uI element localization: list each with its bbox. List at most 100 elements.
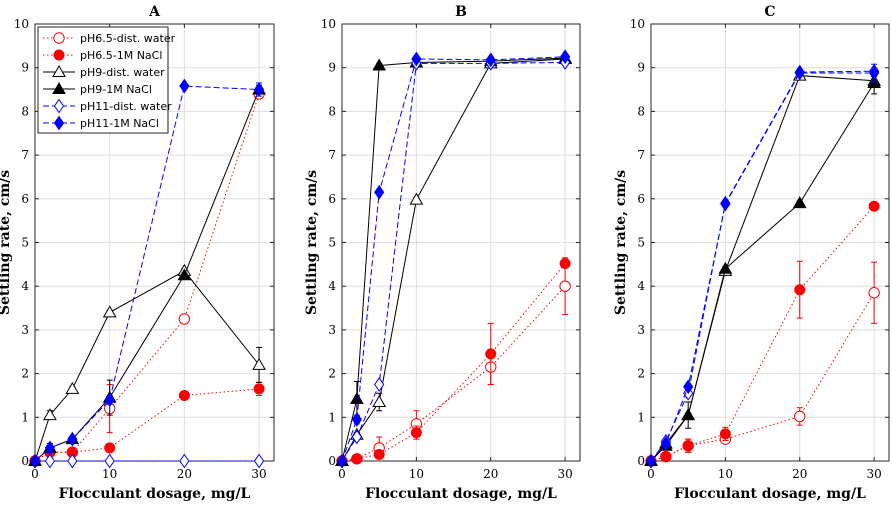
series-ph9-1m-nacl	[644, 71, 881, 466]
series-ph6-5-1m-nacl	[336, 257, 571, 467]
series-line	[34, 270, 260, 462]
series-line	[650, 292, 875, 462]
series-ph11-1m-nacl	[336, 49, 571, 469]
y-tick-label: 7	[328, 148, 336, 162]
y-tick-label: 0	[328, 454, 336, 468]
panel-a: 0 1 2 3 4 5 6 7 8 9 10 0 10 20 30 A Flocculant dosage, m…	[0, 4, 275, 502]
y-tick-label: 10	[630, 17, 645, 31]
legend-label: pH11-1M NaCl	[80, 117, 159, 130]
series-line	[34, 388, 260, 462]
legend-label: pH6.5-1M NaCl	[80, 49, 162, 62]
y-tick-label: 2	[328, 367, 336, 381]
data-point	[67, 431, 78, 447]
data-point	[351, 429, 362, 445]
series-ph11-dist-water	[29, 453, 265, 469]
data-point	[794, 410, 806, 423]
data-point	[372, 394, 387, 408]
y-tick-label: 9	[21, 61, 29, 75]
y-axis-label: Settling rate, cm/s	[0, 170, 13, 315]
data-point	[410, 427, 422, 439]
data-point	[792, 196, 807, 209]
y-tick-label: 9	[637, 61, 645, 75]
data-point	[374, 184, 385, 200]
legend-box	[37, 26, 169, 134]
series-ph11-dist-water	[645, 63, 880, 469]
data-point	[682, 440, 694, 452]
y-tick-label: 1	[21, 410, 29, 424]
data-point	[351, 453, 363, 465]
data-point	[411, 51, 422, 67]
legend-marker	[53, 115, 65, 131]
x-tick-label: 20	[792, 467, 807, 481]
data-point	[868, 200, 880, 212]
series-ph9-1m-nacl	[28, 82, 266, 466]
legend: pH6.5-dist. water pH6.5-1M NaCl pH9-dist. …	[37, 26, 176, 134]
series-line	[650, 72, 875, 462]
y-tick-label: 9	[328, 61, 336, 75]
data-point	[336, 453, 348, 469]
data-point	[660, 436, 671, 451]
y-tick-label: 4	[21, 279, 29, 293]
y-tick-label: 2	[21, 367, 29, 381]
x-tick-label: 10	[718, 467, 733, 481]
data-point	[67, 453, 78, 469]
data-point	[681, 408, 696, 421]
legend-marker	[53, 98, 65, 114]
y-axis-label: Settling rate, cm/s	[613, 170, 629, 315]
data-point	[253, 453, 265, 469]
y-tick-label: 8	[637, 104, 645, 118]
series-ph11-1m-nacl	[645, 63, 880, 469]
data-point	[44, 440, 56, 456]
series-ph6-5-dist-water	[336, 257, 571, 467]
y-tick-label: 6	[328, 192, 336, 206]
data-point	[560, 49, 571, 65]
x-tick-label: 0	[647, 467, 655, 481]
y-tick-label: 5	[328, 236, 336, 250]
data-point	[559, 257, 571, 269]
x-axis-label: Flocculant dosage, mg/L	[674, 486, 866, 502]
x-tick-label: 30	[866, 467, 881, 481]
data-point	[660, 451, 672, 463]
data-point	[485, 348, 497, 360]
y-tick-label: 7	[637, 148, 645, 162]
data-point	[869, 65, 880, 81]
data-point	[104, 392, 115, 408]
data-point	[178, 389, 190, 401]
data-point	[104, 442, 116, 454]
series-ph6-5-dist-water	[645, 261, 880, 467]
panel-title: A	[148, 4, 161, 20]
data-point	[485, 52, 496, 68]
legend-label: pH6.5-dist. water	[80, 32, 176, 45]
data-point	[253, 383, 265, 395]
data-point	[794, 284, 806, 296]
legend-marker	[53, 32, 65, 44]
data-point	[179, 453, 190, 469]
series-ph11-1m-nacl	[29, 78, 265, 469]
x-tick-label: 10	[102, 467, 117, 481]
y-tick-label: 3	[21, 323, 29, 337]
series-line	[341, 263, 566, 462]
x-tick-label: 0	[338, 467, 346, 481]
data-point	[372, 58, 387, 71]
y-tick-label: 8	[21, 104, 29, 118]
data-point	[794, 65, 805, 81]
data-point	[409, 192, 424, 205]
x-tick-label: 20	[177, 467, 192, 481]
series-line	[341, 57, 566, 462]
data-point	[179, 78, 190, 94]
x-axis-label: Flocculant dosage, mg/L	[59, 486, 251, 502]
y-tick-label: 3	[637, 323, 645, 337]
data-point	[719, 428, 731, 440]
data-point	[104, 453, 115, 469]
data-point	[718, 261, 733, 274]
panel-c: 0 1 2 3 4 5 6 7 8 9 10 0 10 20 30 C Flocculant dosage, m…	[613, 4, 890, 502]
data-point	[44, 453, 56, 469]
panel-title: C	[764, 4, 775, 20]
data-point	[252, 357, 266, 370]
series-ph6-5-dist-water	[29, 88, 265, 467]
series-line	[650, 82, 875, 462]
data-point	[253, 82, 265, 97]
data-point	[720, 196, 731, 212]
data-point	[351, 412, 362, 427]
